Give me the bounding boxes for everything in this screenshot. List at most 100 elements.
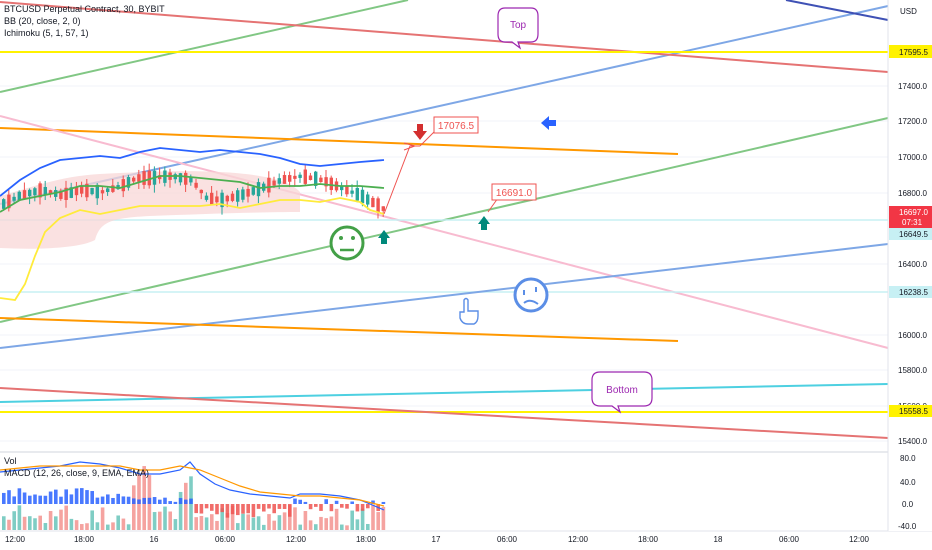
candle-body — [189, 177, 193, 183]
candle-body — [272, 180, 276, 186]
volume-bar — [158, 511, 162, 530]
macd-hist-bar — [360, 504, 365, 511]
top-label: Top — [510, 20, 527, 31]
candle-body — [2, 199, 6, 209]
time-tick: 18:00 — [638, 535, 659, 544]
macd-hist-bar — [38, 495, 42, 504]
macd-hist-bar — [381, 501, 386, 504]
macd-hist-bar — [366, 504, 370, 509]
price-tick: 15800.0 — [898, 366, 927, 375]
macd-hist-bar — [277, 504, 282, 509]
candle-body — [178, 173, 183, 183]
ichimoku-legend[interactable]: Ichimoku (5, 1, 57, 1) — [4, 28, 89, 38]
candle-body — [324, 177, 328, 187]
bottom-callout[interactable]: Bottom — [591, 371, 653, 414]
candle-body — [298, 174, 302, 178]
macd-hist-bar — [106, 494, 110, 504]
candle-body — [246, 188, 250, 197]
candle-body — [194, 182, 198, 188]
macd-hist-bar — [137, 499, 141, 504]
candle-body — [38, 183, 42, 198]
volume-bar — [314, 524, 318, 530]
price-tick: 17200.0 — [898, 117, 927, 126]
pink-trendline — [0, 115, 889, 349]
top-callout[interactable]: Top — [497, 7, 539, 50]
vol-legend[interactable]: Vol — [4, 456, 17, 466]
projection-arrows[interactable] — [383, 142, 420, 215]
volume-bar — [350, 510, 354, 530]
navy-trendline — [785, 0, 889, 21]
macd-hist-bar — [246, 504, 250, 514]
candle-body — [43, 186, 47, 195]
confused-face-icon[interactable] — [513, 277, 549, 313]
label-16691[interactable]: 16691.0 — [487, 183, 537, 213]
macd-hist-bar — [262, 504, 266, 512]
volume-bar — [308, 520, 313, 530]
time-axis[interactable]: 12:00 18:00 16 06:00 12:00 18:00 17 06:0… — [5, 535, 870, 544]
neutral-face-icon[interactable] — [329, 225, 365, 261]
candle-body — [277, 178, 281, 184]
volume-bar — [241, 513, 245, 530]
macd-hist-bar — [210, 504, 214, 511]
candle-body — [100, 190, 105, 194]
macd-hist-bar — [303, 501, 308, 504]
green-arrow-up-icon[interactable] — [478, 216, 490, 230]
volume-bar — [329, 516, 334, 530]
macd-hist-bar — [152, 497, 157, 504]
macd-hist-bar — [215, 504, 219, 515]
volume-bar — [220, 508, 224, 530]
volume-bar — [381, 506, 386, 530]
green-arrow-up-icon[interactable] — [378, 230, 390, 244]
candle-body — [17, 191, 21, 201]
candle-body — [210, 192, 214, 205]
bb-legend[interactable]: BB (20, close, 2, 0) — [4, 16, 81, 26]
volume-bar — [173, 519, 178, 530]
candle-body — [142, 171, 146, 185]
candle-body — [256, 182, 261, 197]
price-tick: 16800.0 — [898, 189, 927, 198]
volume-bar — [184, 482, 188, 530]
macd-hist-bar — [334, 500, 339, 504]
volume-bar — [204, 517, 209, 530]
trend-lines[interactable] — [0, 0, 889, 439]
symbol-title[interactable]: BTCUSD Perpetual Contract, 30, BYBIT — [4, 4, 165, 14]
volume-bar — [121, 518, 126, 530]
projection-line — [383, 145, 420, 215]
candle-body — [126, 177, 131, 188]
candle-body — [199, 189, 203, 194]
hand-pointer-icon[interactable] — [459, 297, 479, 325]
volume-bar — [69, 518, 74, 530]
volume-bar — [48, 511, 53, 530]
macd-hist-bar — [2, 492, 6, 504]
candle-body — [303, 169, 307, 184]
macd-hist-bar — [272, 504, 276, 514]
time-tick: 16 — [150, 535, 159, 544]
volume-bar — [12, 511, 16, 530]
volume-bar — [85, 523, 89, 530]
candle-body — [90, 187, 94, 195]
volume-bar — [251, 517, 256, 530]
price-badge-text: 16238.5 — [899, 288, 928, 297]
macd-hist-bar — [199, 504, 204, 514]
blue-arrow-left-icon[interactable] — [541, 116, 556, 130]
volume-bar — [256, 516, 261, 530]
label-17076[interactable]: 17076.5 — [419, 116, 479, 147]
volume-bar — [366, 523, 370, 530]
volume-bar — [33, 518, 37, 530]
red-arrow-down-icon[interactable] — [413, 124, 427, 140]
macd-tick: -40.0 — [898, 522, 917, 531]
macd-legend[interactable]: MACD (12, 26, close, 9, EMA, EMA) — [4, 468, 150, 478]
macd-hist-bar — [340, 504, 344, 508]
macd-hist-bar — [220, 504, 224, 513]
macd-hist-bar — [126, 496, 131, 504]
volume-bar — [225, 513, 230, 530]
macd-hist-bar — [194, 504, 198, 514]
volume-bar — [64, 505, 68, 530]
price-badge-15558 — [889, 405, 932, 417]
countdown-text: 07:31 — [902, 218, 923, 227]
volume-bar — [210, 514, 214, 530]
price-axis[interactable]: USD 17400.0 17200.0 17000.0 16800.0 1640… — [889, 7, 932, 531]
price-badge-17595 — [889, 45, 932, 58]
macd-hist-bar — [74, 488, 79, 504]
